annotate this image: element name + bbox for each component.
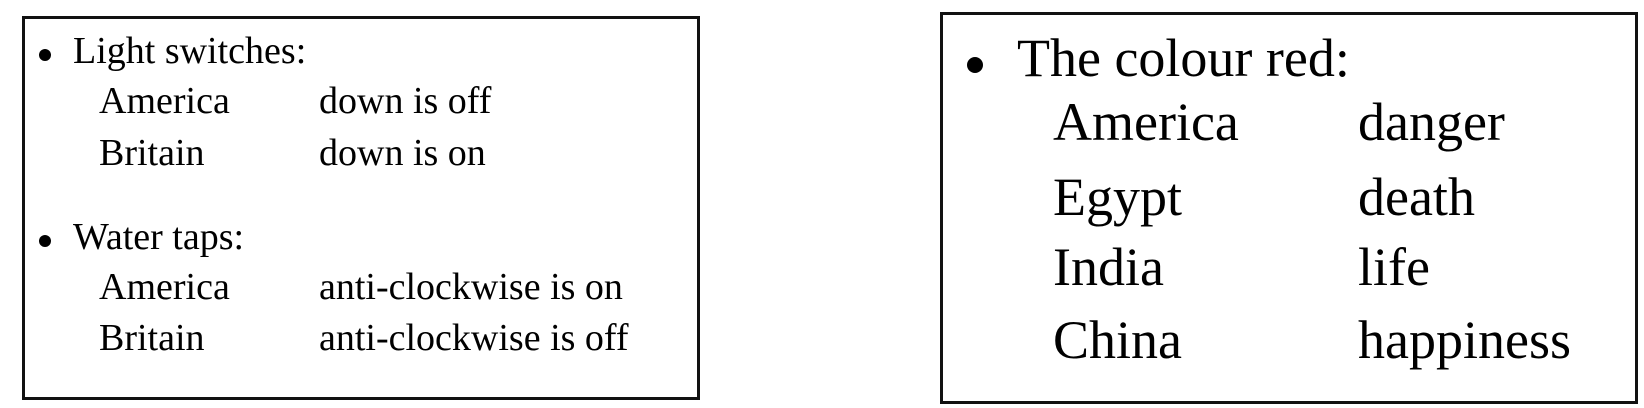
meaning-cell: happiness [1358,310,1571,370]
left-panel: Light switches: America down is off Brit… [22,16,700,400]
bullet-icon [39,235,51,247]
bullet-icon [967,57,983,73]
meaning-cell: danger [1358,92,1505,152]
country-cell: China [1053,310,1182,370]
meaning-cell: anti-clockwise is on [319,266,623,308]
section-heading: Water taps: [73,216,245,258]
country-cell: Britain [99,317,205,359]
section-heading: Light switches: [73,30,307,72]
country-cell: Egypt [1053,167,1182,227]
meaning-cell: death [1358,167,1475,227]
meaning-cell: down is on [319,132,486,174]
bullet-icon [39,49,51,61]
meaning-cell: down is off [319,80,492,122]
country-cell: America [99,80,230,122]
meaning-cell: anti-clockwise is off [319,317,629,359]
country-cell: America [1053,92,1239,152]
section-heading: The colour red: [1017,28,1350,88]
country-cell: Britain [99,132,205,174]
country-cell: America [99,266,230,308]
right-panel: The colour red: America danger Egypt dea… [940,12,1638,404]
meaning-cell: life [1358,237,1430,297]
country-cell: India [1053,237,1164,297]
